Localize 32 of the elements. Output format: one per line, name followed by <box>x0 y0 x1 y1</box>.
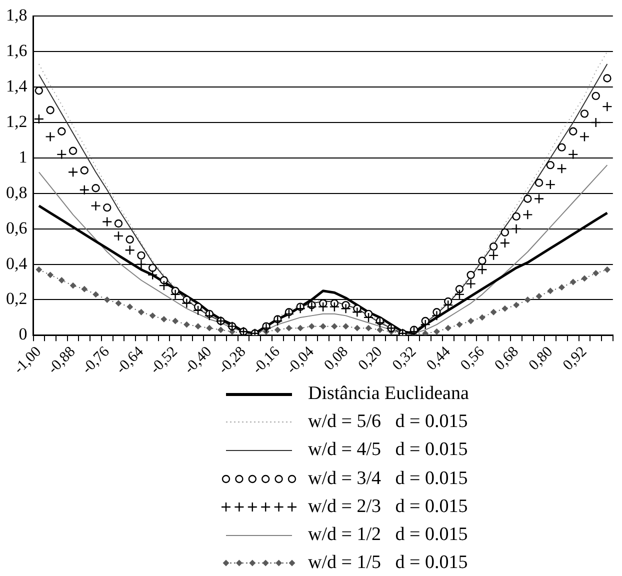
y-tick-label: 1,8 <box>6 6 28 25</box>
legend-label: w/d = 1/5 d = 0.015 <box>308 552 468 573</box>
x-tick-label: -0,40 <box>182 344 216 378</box>
x-tick-label: 0,32 <box>390 344 420 374</box>
y-tick-label: 1,4 <box>6 76 28 96</box>
y-tick-label: 0,4 <box>6 254 28 273</box>
x-tick-label: 0,56 <box>458 343 488 374</box>
legend-label: Distância Euclideana <box>308 382 470 404</box>
x-tick-label: 0,92 <box>560 344 590 374</box>
y-tick-label: 1,6 <box>6 41 28 60</box>
legend-label: w/d = 4/5 d = 0.015 <box>308 438 468 460</box>
legend-label: w/d = 1/2 d = 0.015 <box>308 524 468 545</box>
legend-label: w/d = 5/6 d = 0.015 <box>308 410 468 432</box>
x-tick-label: -0,52 <box>148 344 181 378</box>
x-tick-label: -0,64 <box>113 343 148 378</box>
y-tick-label: 0,6 <box>6 218 28 238</box>
y-tick-label: 0,2 <box>6 289 28 308</box>
legend-label: w/d = 2/3 d = 0.015 <box>308 496 468 517</box>
x-tick-label: -0,88 <box>45 344 79 378</box>
y-tick-label: 0 <box>18 324 28 344</box>
x-tick-label: 0,44 <box>424 343 454 374</box>
y-tick-label: 1,2 <box>6 112 28 131</box>
y-tick-label: 0,8 <box>6 182 28 202</box>
x-tick-label: 0,80 <box>526 344 556 374</box>
x-tick-label: 0,20 <box>356 344 386 374</box>
x-tick-label: 0,68 <box>492 344 522 374</box>
x-tick-label: -0,04 <box>284 343 318 378</box>
x-tick-label: -1,00 <box>11 344 45 378</box>
x-tick-label: 0,08 <box>322 344 352 374</box>
legend-label: w/d = 3/4 d = 0.015 <box>308 468 468 489</box>
x-tick-label: -0,28 <box>216 344 250 378</box>
y-tick-label: 1 <box>18 147 28 166</box>
